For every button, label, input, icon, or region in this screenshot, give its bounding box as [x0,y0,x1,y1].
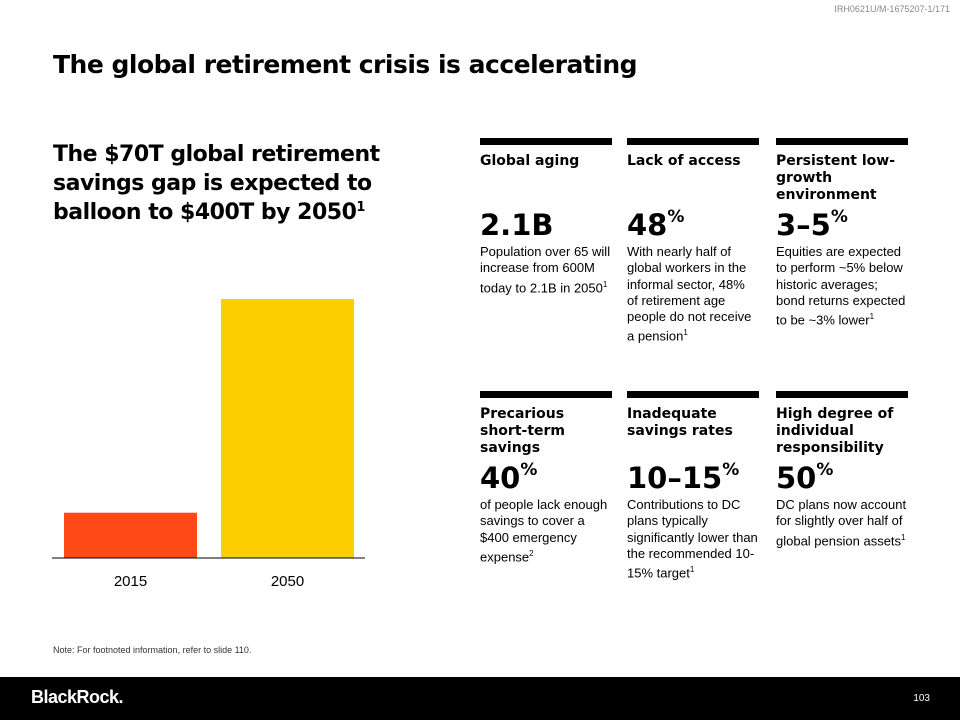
card-divider [627,138,759,145]
x-tick-label: 2050 [271,573,304,590]
stat-suffix: % [722,460,740,480]
card-heading: Persistent low-growth environment [776,153,896,203]
page-number: 103 [913,693,930,704]
card-body: DC plans now account for slightly over h… [776,497,908,549]
footnote-marker: 1 [602,279,608,289]
card-divider [480,138,612,145]
footnote-note: Note: For footnoted information, refer t… [53,645,252,655]
card-stat: 10–15% [627,461,759,495]
card-stat: 2.1B [480,208,612,242]
body-text: of people lack enough savings to cover a… [480,497,608,565]
footnote-marker: 1 [683,328,688,338]
stat-value: 40 [480,461,521,495]
card-stat: 3–5% [776,208,908,242]
blackrock-logo: BlackRock. [31,687,124,707]
x-tick-label: 2015 [114,573,147,590]
stat-card: High degree of individual responsibility… [776,391,908,549]
bar-2050 [221,299,354,558]
body-text: With nearly half of global workers in th… [627,244,752,344]
card-body: With nearly half of global workers in th… [627,244,759,345]
card-stat: 48% [627,208,759,242]
card-divider [776,391,908,398]
card-heading: Lack of access [627,153,741,169]
card-body: Contributions to DC plans typically sign… [627,497,759,582]
card-stat: 40% [480,461,612,495]
stat-card: Global aging 2.1B Population over 65 wil… [480,138,612,296]
card-heading: Precarious short-term savings [480,406,566,456]
footnote-marker: 1 [901,532,906,542]
stat-suffix: % [520,460,538,480]
card-divider [627,391,759,398]
footnote-marker: 1 [689,565,695,575]
stat-value: 3–5 [776,208,831,242]
card-heading: Inadequate savings rates [627,406,733,439]
body-text: Equities are expected to perform ~5% bel… [776,244,906,328]
footnote-marker: 1 [869,312,875,322]
body-text: Contributions to DC plans typically sign… [627,497,758,581]
document-id: IRH0621U/M-1675207-1/171 [834,4,950,14]
card-stat: 50% [776,461,908,495]
footnote-marker: 1 [356,200,365,215]
stat-value: 2.1B [480,208,554,242]
stat-suffix: % [830,207,848,227]
footer: BlackRock. 103 [0,677,960,720]
bar-2015 [64,512,197,558]
body-text: Population over 65 will increase from 60… [480,244,611,295]
page-title: The global retirement crisis is accelera… [53,50,638,79]
stat-suffix: % [667,207,685,227]
stat-suffix: % [816,460,834,480]
card-divider [776,138,908,145]
stat-value: 10–15 [627,461,723,495]
card-heading: Global aging [480,153,580,169]
stat-card: Lack of access 48% With nearly half of g… [627,138,759,345]
card-body: Population over 65 will increase from 60… [480,244,612,296]
card-body: of people lack enough savings to cover a… [480,497,612,566]
footnote-marker: 2 [529,548,534,558]
stat-card: Persistent low-growth environment 3–5% E… [776,138,908,329]
stat-value: 48 [627,208,668,242]
body-text: DC plans now account for slightly over h… [776,497,907,548]
savings-gap-chart: 2015 2050 [52,299,365,590]
card-heading: High degree of individual responsibility [776,406,894,456]
card-body: Equities are expected to perform ~5% bel… [776,244,908,329]
stat-value: 50 [776,461,817,495]
stat-card: Precarious short-term savings 40% of peo… [480,391,612,566]
chart-subtitle: The $70T global retirement savings gap i… [53,140,383,227]
subtitle-text: The $70T global retirement savings gap i… [53,142,380,225]
stat-card: Inadequate savings rates 10–15% Contribu… [627,391,759,582]
card-divider [480,391,612,398]
